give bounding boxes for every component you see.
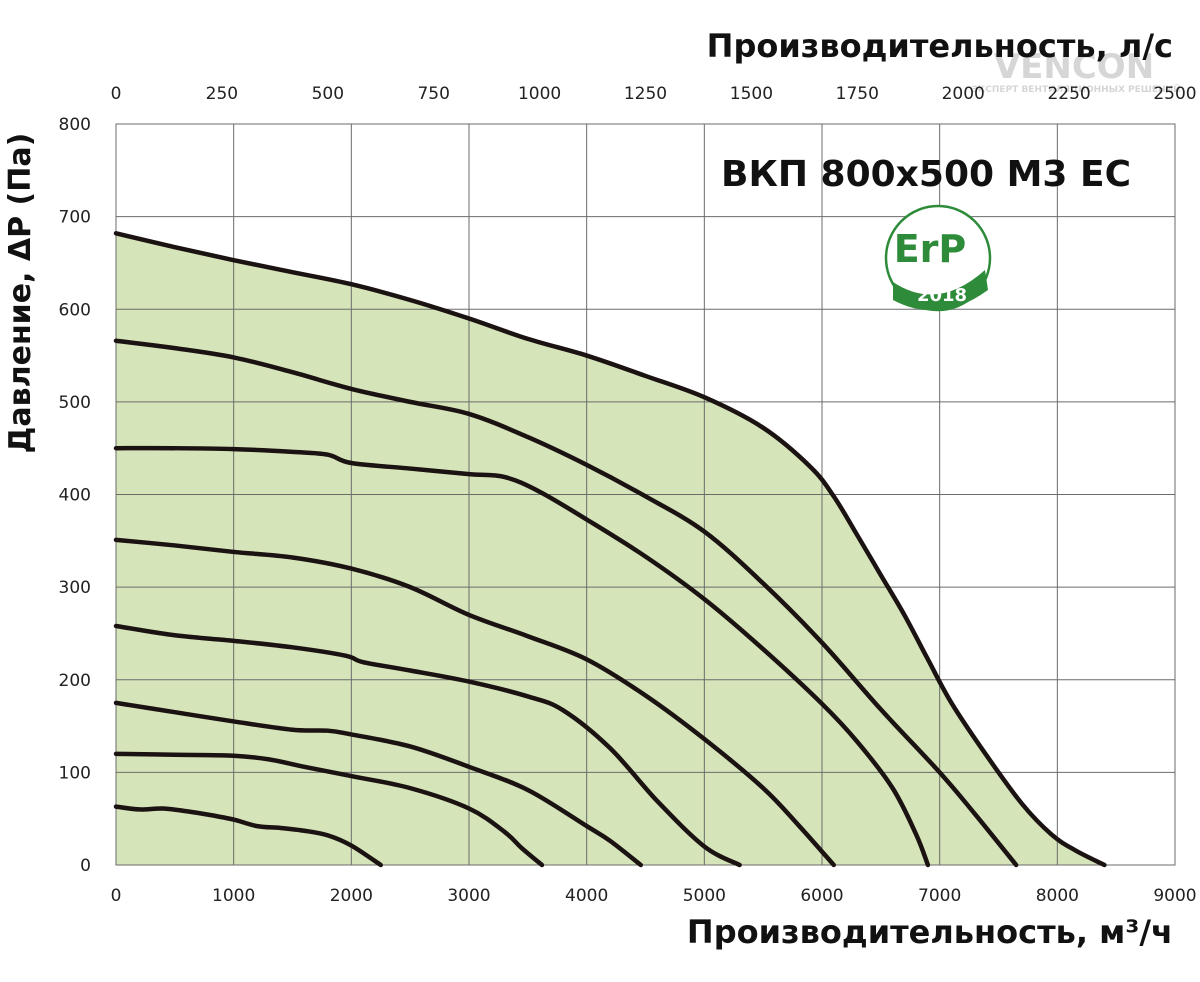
x2-tick-label: 1250 (624, 84, 667, 104)
performance-curve-1 (113, 231, 1107, 868)
x2-tick-label: 1000 (518, 84, 561, 104)
performance-curve-4 (113, 537, 837, 868)
y-axis-title: Давление, ΔР (Па) (3, 133, 38, 454)
x-tick-label: 8000 (1036, 886, 1079, 906)
operating-area-fill (116, 233, 1105, 866)
x2-tick-label: 1750 (836, 84, 879, 104)
x-tick-label: 6000 (800, 886, 843, 906)
erp-badge-year: 2018 (917, 285, 967, 306)
plot-frame (115, 123, 1176, 866)
x-tick-label: 5000 (683, 886, 726, 906)
erp-badge: ErP 2018 (884, 204, 992, 312)
performance-curve-6 (113, 700, 644, 868)
y-tick-label: 600 (59, 300, 91, 320)
x-tick-label: 4000 (565, 886, 608, 906)
y-tick-label: 700 (59, 208, 91, 228)
performance-curves (113, 231, 1107, 868)
x2-tick-label: 0 (111, 84, 122, 104)
x2-tick-label: 750 (417, 84, 449, 104)
brand-watermark: VENCON ЭКСПЕРТ ВЕНТИЛЯЦИОННЫХ РЕШЕНИЙ (971, 47, 1180, 95)
y-tick-label: 500 (59, 393, 91, 413)
chart-title: ВКП 800х500 М3 ЕС (721, 154, 1131, 195)
y-tick-label: 400 (59, 486, 91, 506)
x2-tick-label: 2250 (1047, 84, 1090, 104)
x-axis-title: Производительность, м³/ч (687, 913, 1173, 951)
plot-area (113, 123, 1176, 868)
x2-axis-ticks: 0 250 500 750 1000 1250 1500 1750 2000 2250 2500 (111, 84, 1197, 104)
y-axis-ticks: 0 100 200 300 400 500 600 700 800 (59, 115, 91, 876)
x-tick-label: 9000 (1153, 886, 1196, 906)
x-axis-ticks: 0 1000 2000 3000 4000 5000 6000 7000 8000 9000 (111, 886, 1197, 906)
y-tick-label: 0 (80, 856, 91, 876)
x-tick-label: 2000 (330, 886, 373, 906)
x2-tick-label: 500 (312, 84, 344, 104)
x-tick-label: 7000 (918, 886, 961, 906)
y-tick-label: 200 (59, 671, 91, 691)
x2-tick-label: 1500 (730, 84, 773, 104)
x-tick-label: 3000 (447, 886, 490, 906)
x-tick-label: 1000 (212, 886, 255, 906)
x2-tick-label: 2500 (1153, 84, 1196, 104)
performance-curve-8 (113, 804, 383, 868)
erp-badge-text: ErP (894, 227, 967, 271)
y-tick-label: 300 (59, 578, 91, 598)
performance-curve-7 (113, 751, 545, 868)
y-tick-label: 100 (59, 763, 91, 783)
brand-name: VENCON (994, 47, 1154, 87)
x2-tick-label: 250 (206, 84, 238, 104)
x2-tick-label: 2000 (942, 84, 985, 104)
performance-curve-2 (113, 338, 1019, 868)
erp-badge-banner (893, 270, 988, 311)
x2-axis-title: Производительность, л/с (707, 27, 1173, 65)
performance-curve-3 (113, 445, 931, 868)
performance-curve-5 (113, 623, 742, 868)
brand-tagline: ЭКСПЕРТ ВЕНТИЛЯЦИОННЫХ РЕШЕНИЙ (971, 83, 1180, 95)
x-tick-label: 0 (111, 886, 122, 906)
y-tick-label: 800 (59, 115, 91, 135)
